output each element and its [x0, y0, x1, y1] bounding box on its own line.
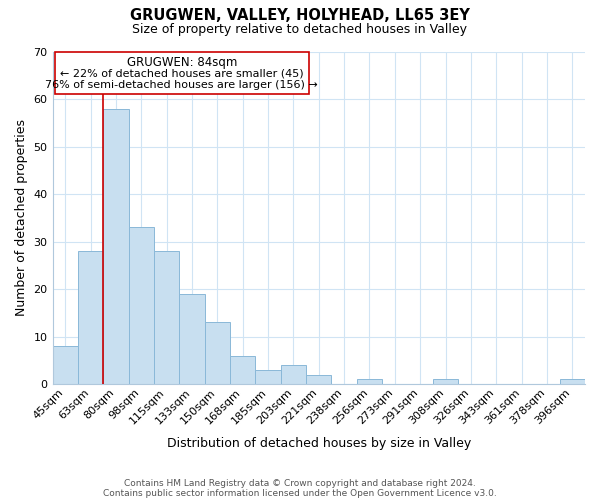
Bar — [103, 108, 128, 384]
Bar — [281, 365, 306, 384]
Bar — [205, 322, 230, 384]
Text: GRUGWEN, VALLEY, HOLYHEAD, LL65 3EY: GRUGWEN, VALLEY, HOLYHEAD, LL65 3EY — [130, 8, 470, 22]
Bar — [78, 251, 103, 384]
Text: ← 22% of detached houses are smaller (45): ← 22% of detached houses are smaller (45… — [60, 68, 304, 78]
Text: 76% of semi-detached houses are larger (156) →: 76% of semi-detached houses are larger (… — [46, 80, 318, 90]
Text: Contains public sector information licensed under the Open Government Licence v3: Contains public sector information licen… — [103, 488, 497, 498]
Bar — [306, 374, 331, 384]
X-axis label: Distribution of detached houses by size in Valley: Distribution of detached houses by size … — [167, 437, 471, 450]
Bar — [128, 228, 154, 384]
Bar — [357, 380, 382, 384]
Bar — [230, 356, 256, 384]
Text: Size of property relative to detached houses in Valley: Size of property relative to detached ho… — [133, 22, 467, 36]
Bar — [433, 380, 458, 384]
Bar — [53, 346, 78, 384]
FancyBboxPatch shape — [55, 52, 308, 94]
Text: Contains HM Land Registry data © Crown copyright and database right 2024.: Contains HM Land Registry data © Crown c… — [124, 478, 476, 488]
Bar — [560, 380, 585, 384]
Bar — [154, 251, 179, 384]
Text: GRUGWEN: 84sqm: GRUGWEN: 84sqm — [127, 56, 237, 70]
Bar — [256, 370, 281, 384]
Bar — [179, 294, 205, 384]
Y-axis label: Number of detached properties: Number of detached properties — [15, 120, 28, 316]
